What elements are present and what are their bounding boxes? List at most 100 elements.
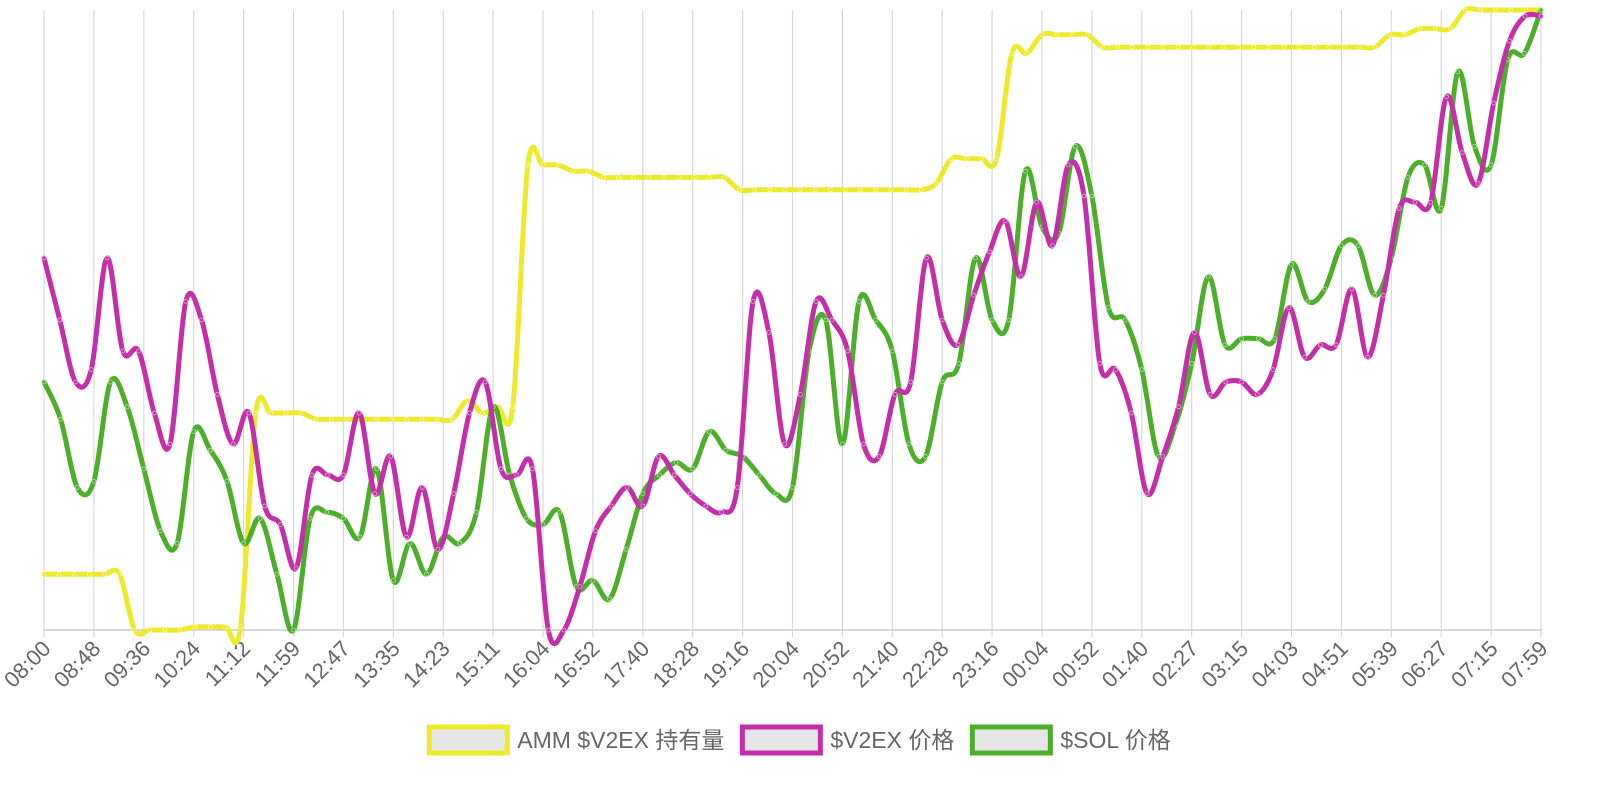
data-point (141, 466, 147, 472)
data-point (1255, 391, 1260, 397)
data-point (1002, 218, 1008, 224)
data-point (987, 249, 992, 255)
data-point (918, 187, 924, 193)
data-point (1318, 342, 1323, 348)
data-point (948, 156, 954, 162)
x-tick-label: 14:23 (398, 636, 455, 693)
data-point (56, 571, 62, 577)
data-point (673, 460, 679, 466)
data-point (873, 317, 879, 323)
data-point (41, 571, 47, 577)
data-point (1372, 292, 1378, 298)
data-point (994, 156, 999, 162)
data-point (1523, 7, 1529, 13)
data-point (268, 410, 274, 416)
data-point (903, 187, 909, 193)
data-point (601, 174, 606, 180)
data-point (1372, 44, 1378, 50)
data-point (1160, 453, 1166, 459)
data-point (1272, 336, 1278, 342)
data-point (876, 453, 882, 459)
data-point (1100, 44, 1105, 50)
data-point (973, 255, 978, 261)
data-point (1266, 44, 1272, 50)
data-point (1447, 26, 1453, 32)
data-point (262, 503, 268, 509)
data-point (657, 472, 662, 478)
data-point (1221, 44, 1226, 50)
data-point (451, 491, 457, 497)
x-tick-label: 02:27 (1147, 636, 1204, 693)
legend-swatch (969, 724, 1053, 756)
data-point (1488, 162, 1494, 168)
x-tick-label: 04:03 (1246, 636, 1303, 693)
data-point (570, 168, 576, 174)
data-point (1081, 193, 1087, 199)
data-point (1463, 7, 1468, 13)
data-point (706, 429, 712, 435)
data-point (1222, 342, 1228, 348)
data-point (238, 624, 244, 630)
x-tick-label: 20:04 (747, 636, 804, 693)
legend-label: $V2EX 价格 (830, 727, 954, 753)
x-tick-label: 09:36 (99, 636, 156, 693)
data-point (530, 466, 535, 472)
data-point (1508, 7, 1514, 13)
data-point (1522, 13, 1528, 19)
data-point (540, 162, 546, 168)
data-point (162, 627, 168, 633)
data-point (813, 298, 819, 304)
data-point (1538, 7, 1544, 13)
data-point (1402, 32, 1408, 38)
data-point (1189, 360, 1195, 366)
x-tick-label: 13:35 (348, 636, 405, 693)
data-point (646, 174, 652, 180)
data-point (840, 441, 845, 447)
data-point (719, 509, 724, 515)
legend-swatch (426, 724, 510, 756)
data-point (561, 627, 567, 633)
data-point (843, 187, 848, 193)
data-point (1251, 44, 1257, 50)
data-point (374, 466, 380, 472)
data-point (1286, 305, 1292, 311)
x-tick-label: 11:59 (250, 636, 305, 691)
data-point (1522, 51, 1527, 56)
data-point (91, 478, 97, 484)
data-point (555, 162, 561, 168)
data-point (734, 484, 740, 490)
data-point (590, 578, 596, 583)
data-point (277, 522, 283, 527)
data-point (1305, 298, 1311, 304)
series-1 (41, 11, 1544, 647)
x-tick-label: 16:04 (498, 636, 555, 693)
data-point (1085, 32, 1090, 38)
data-point (120, 348, 126, 354)
data-point (404, 416, 410, 422)
legend-swatch (739, 724, 823, 756)
data-point (1236, 44, 1241, 50)
data-point (253, 410, 259, 416)
data-point (1160, 44, 1166, 50)
data-point (1459, 150, 1465, 156)
legend: AMM $V2EX 持有量 $V2EX 价格 $SOL 价格 (426, 724, 1171, 756)
data-point (829, 317, 835, 323)
data-point (671, 472, 677, 478)
data-point (656, 453, 661, 459)
data-point (640, 491, 646, 497)
data-point (631, 174, 637, 180)
data-point (892, 391, 898, 397)
data-point (1478, 7, 1483, 13)
x-tick-label: 05:39 (1346, 636, 1403, 693)
data-point (939, 317, 945, 323)
data-point (1144, 491, 1150, 497)
x-tick-label: 00:52 (1047, 636, 1104, 693)
x-tick-label: 00:04 (997, 636, 1054, 693)
data-point (434, 416, 440, 422)
data-point (856, 298, 862, 304)
data-point (183, 298, 189, 304)
data-point (1455, 69, 1461, 75)
data-point (889, 348, 895, 354)
x-tick-label: 22:28 (897, 636, 954, 693)
